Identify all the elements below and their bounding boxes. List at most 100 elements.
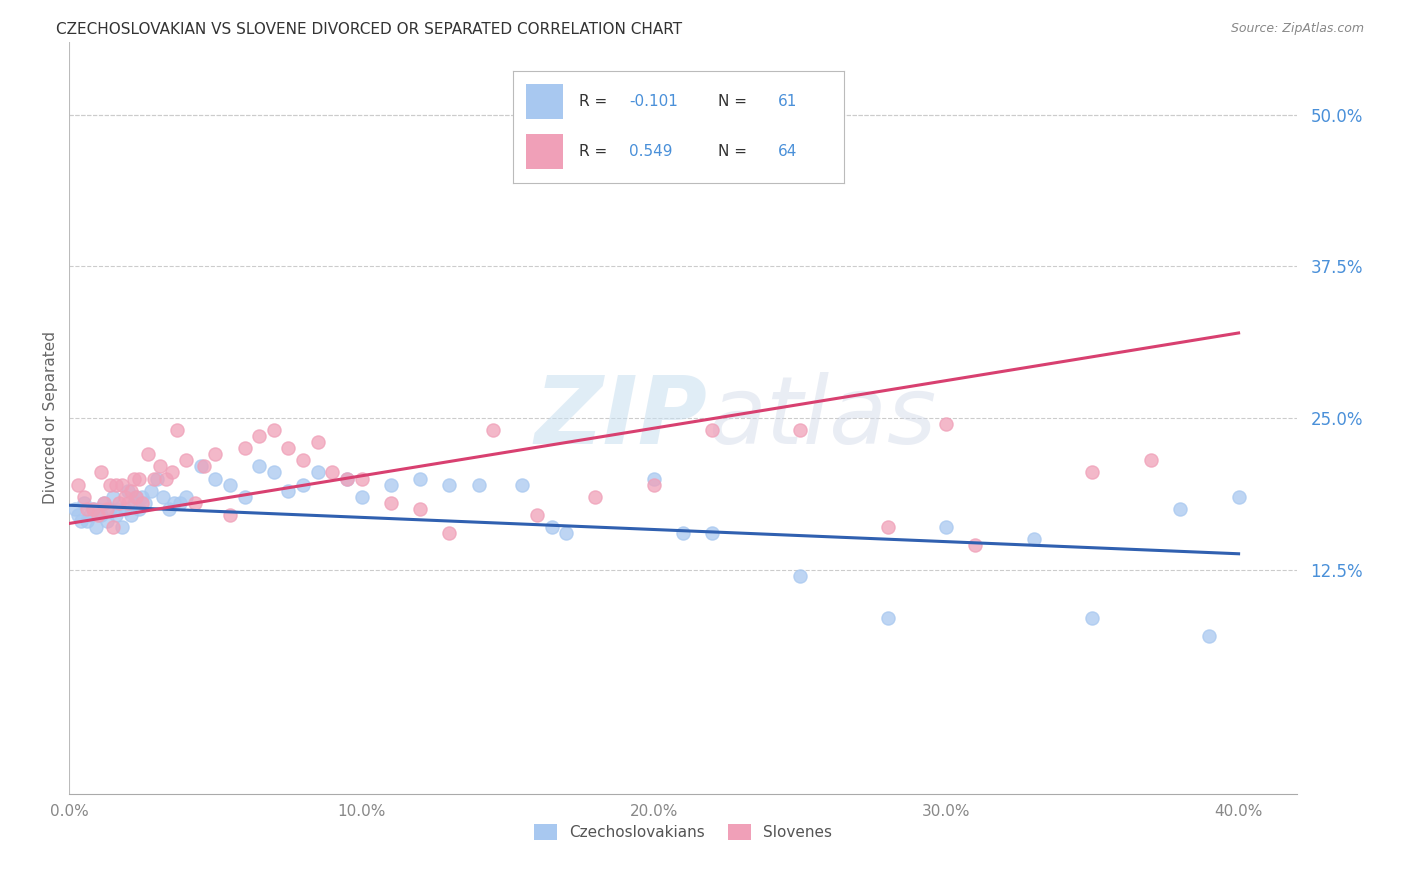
- Point: [155, 471, 177, 485]
- Point: [555, 526, 578, 541]
- Point: [125, 490, 148, 504]
- Point: [292, 453, 315, 467]
- Point: [111, 520, 134, 534]
- Point: [336, 471, 359, 485]
- Point: [526, 508, 548, 522]
- Point: [336, 471, 359, 485]
- Point: [585, 490, 607, 504]
- Point: [1081, 611, 1104, 625]
- Point: [63, 501, 86, 516]
- Point: [90, 466, 112, 480]
- Point: [114, 501, 136, 516]
- Text: N =: N =: [718, 94, 752, 109]
- Point: [277, 483, 299, 498]
- Point: [702, 423, 724, 437]
- Point: [965, 538, 987, 552]
- Point: [409, 471, 432, 485]
- Point: [1022, 533, 1045, 547]
- Point: [93, 496, 115, 510]
- Point: [79, 508, 101, 522]
- Legend: Czechoslovakians, Slovenes: Czechoslovakians, Slovenes: [529, 818, 838, 847]
- Point: [1140, 453, 1163, 467]
- Point: [82, 501, 104, 516]
- Point: [247, 459, 270, 474]
- Point: [219, 477, 242, 491]
- Point: [467, 477, 489, 491]
- Point: [540, 520, 562, 534]
- Point: [184, 496, 207, 510]
- Point: [131, 496, 153, 510]
- Point: [87, 501, 110, 516]
- Point: [1198, 629, 1220, 643]
- Point: [380, 496, 402, 510]
- Point: [146, 471, 169, 485]
- Point: [120, 508, 142, 522]
- Text: R =: R =: [579, 145, 613, 159]
- Point: [163, 496, 186, 510]
- Point: [108, 501, 131, 516]
- Point: [70, 514, 93, 528]
- Point: [876, 611, 898, 625]
- Point: [73, 490, 96, 504]
- Text: Source: ZipAtlas.com: Source: ZipAtlas.com: [1230, 22, 1364, 36]
- Point: [1227, 490, 1250, 504]
- Point: [643, 477, 665, 491]
- Point: [117, 483, 139, 498]
- Point: [204, 447, 226, 461]
- Y-axis label: Divorced or Separated: Divorced or Separated: [44, 332, 58, 504]
- Point: [128, 471, 150, 485]
- Point: [247, 429, 270, 443]
- Point: [350, 471, 373, 485]
- Point: [120, 483, 142, 498]
- Point: [439, 526, 461, 541]
- Point: [233, 441, 256, 455]
- Point: [96, 501, 118, 516]
- Text: ZIP: ZIP: [534, 372, 707, 464]
- Point: [512, 477, 534, 491]
- FancyBboxPatch shape: [526, 134, 562, 169]
- Text: -0.101: -0.101: [628, 94, 678, 109]
- Point: [134, 496, 156, 510]
- Point: [98, 501, 121, 516]
- Point: [149, 459, 172, 474]
- Point: [482, 423, 505, 437]
- Point: [143, 471, 166, 485]
- Point: [152, 490, 174, 504]
- Point: [1081, 466, 1104, 480]
- Point: [157, 501, 180, 516]
- Point: [277, 441, 299, 455]
- Point: [136, 447, 159, 461]
- Point: [672, 526, 695, 541]
- Point: [702, 526, 724, 541]
- Point: [789, 568, 811, 582]
- Point: [233, 490, 256, 504]
- Point: [166, 423, 188, 437]
- Point: [101, 490, 124, 504]
- Point: [98, 477, 121, 491]
- Point: [935, 417, 957, 431]
- Point: [117, 496, 139, 510]
- Point: [174, 490, 197, 504]
- Point: [263, 466, 285, 480]
- Point: [66, 508, 89, 522]
- Point: [321, 466, 343, 480]
- Point: [73, 496, 96, 510]
- Point: [169, 496, 191, 510]
- Point: [128, 501, 150, 516]
- Point: [66, 477, 89, 491]
- Point: [122, 471, 145, 485]
- Text: 61: 61: [778, 94, 797, 109]
- Point: [643, 471, 665, 485]
- Point: [76, 514, 98, 528]
- Point: [101, 520, 124, 534]
- Point: [111, 477, 134, 491]
- Point: [122, 496, 145, 510]
- Point: [131, 490, 153, 504]
- Point: [108, 496, 131, 510]
- Point: [307, 435, 329, 450]
- Point: [139, 483, 162, 498]
- Text: 64: 64: [778, 145, 797, 159]
- Point: [263, 423, 285, 437]
- Point: [307, 466, 329, 480]
- Text: atlas: atlas: [707, 372, 936, 463]
